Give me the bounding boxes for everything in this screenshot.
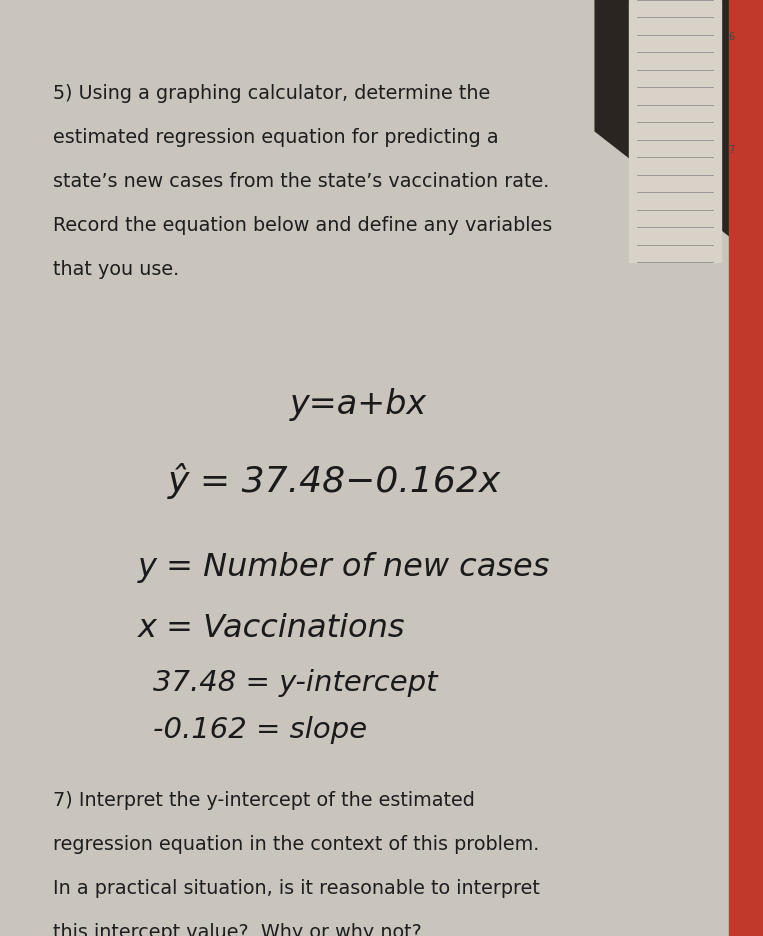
Text: y=a+bx: y=a+bx — [290, 388, 427, 421]
Text: In a practical situation, is it reasonable to interpret: In a practical situation, is it reasonab… — [53, 879, 540, 898]
Polygon shape — [729, 0, 763, 936]
Text: x = Vaccinations: x = Vaccinations — [137, 613, 405, 644]
Text: -0.162 = slope: -0.162 = slope — [153, 716, 367, 744]
Text: ŷ = 37.48−0.162x: ŷ = 37.48−0.162x — [168, 463, 501, 499]
Text: y = Number of new cases: y = Number of new cases — [137, 552, 549, 583]
Text: 5) Using a graphing calculator, determine the: 5) Using a graphing calculator, determin… — [53, 84, 491, 103]
Text: that you use.: that you use. — [53, 260, 179, 279]
Text: estimated regression equation for predicting a: estimated regression equation for predic… — [53, 128, 499, 147]
Text: this intercept value?  Why or why not?: this intercept value? Why or why not? — [53, 923, 422, 936]
Polygon shape — [629, 0, 721, 262]
Text: regression equation in the context of this problem.: regression equation in the context of th… — [53, 835, 539, 854]
Text: 37.48 = y-intercept: 37.48 = y-intercept — [153, 669, 437, 697]
Text: 6: 6 — [729, 33, 735, 42]
Text: state’s new cases from the state’s vaccination rate.: state’s new cases from the state’s vacci… — [53, 172, 550, 191]
Text: Record the equation below and define any variables: Record the equation below and define any… — [53, 216, 552, 235]
Text: 7: 7 — [729, 145, 735, 154]
Text: 7) Interpret the y-intercept of the estimated: 7) Interpret the y-intercept of the esti… — [53, 791, 475, 810]
Polygon shape — [595, 0, 763, 262]
